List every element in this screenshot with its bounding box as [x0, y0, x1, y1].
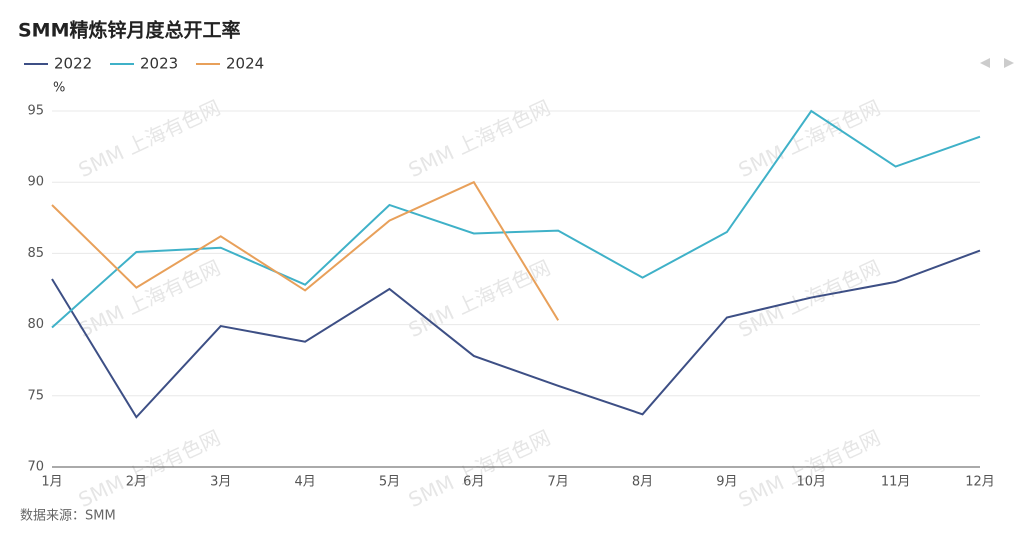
- watermark: SMM 上海有色网: [405, 95, 554, 182]
- x-tick-label: 3月: [210, 475, 231, 490]
- line-series: [51, 109, 981, 329]
- next-arrow[interactable]: [1004, 58, 1014, 68]
- y-tick-label: 95: [27, 104, 44, 119]
- chart-title: SMM精炼锌月度总开工率: [18, 19, 241, 42]
- y-tick-label: 75: [27, 388, 44, 403]
- legend-label: 2022: [54, 55, 92, 73]
- line-series: [51, 249, 981, 419]
- x-tick-label: 12月: [965, 475, 995, 490]
- watermark: SMM 上海有色网: [735, 95, 884, 182]
- x-tick-label: 2月: [126, 475, 147, 490]
- x-tick-label: 9月: [716, 475, 737, 490]
- watermark: SMM 上海有色网: [75, 95, 224, 182]
- legend-label: 2023: [140, 55, 178, 73]
- y-tick-label: 80: [27, 317, 44, 332]
- watermark: SMM 上海有色网: [405, 425, 554, 512]
- x-tick-label: 4月: [294, 475, 315, 490]
- legend-label: 2024: [226, 55, 264, 73]
- source-note: 数据来源：SMM: [20, 509, 116, 524]
- y-tick-label: 70: [27, 460, 44, 475]
- y-tick-label: 90: [27, 175, 44, 190]
- line-series: [51, 180, 560, 321]
- watermark: SMM 上海有色网: [735, 425, 884, 512]
- watermark: SMM 上海有色网: [75, 425, 224, 512]
- y-tick-label: 85: [27, 246, 44, 261]
- x-tick-label: 6月: [463, 475, 484, 490]
- watermark: SMM 上海有色网: [405, 255, 554, 342]
- x-tick-label: 1月: [41, 475, 62, 490]
- prev-arrow[interactable]: [980, 58, 990, 68]
- x-tick-label: 5月: [379, 475, 400, 490]
- x-tick-label: 10月: [796, 475, 826, 490]
- x-tick-label: 8月: [632, 475, 653, 490]
- x-tick-label: 7月: [548, 475, 569, 490]
- y-axis-label: %: [53, 81, 65, 96]
- x-tick-label: 11月: [881, 475, 911, 490]
- watermark: SMM 上海有色网: [75, 255, 224, 342]
